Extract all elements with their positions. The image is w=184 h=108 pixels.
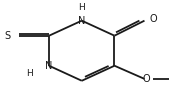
Text: H: H bbox=[26, 69, 33, 78]
Text: O: O bbox=[142, 74, 150, 84]
Text: N: N bbox=[45, 61, 53, 71]
Text: N: N bbox=[78, 16, 85, 26]
Text: H: H bbox=[78, 3, 85, 12]
Text: S: S bbox=[5, 31, 11, 41]
Text: O: O bbox=[150, 14, 158, 24]
